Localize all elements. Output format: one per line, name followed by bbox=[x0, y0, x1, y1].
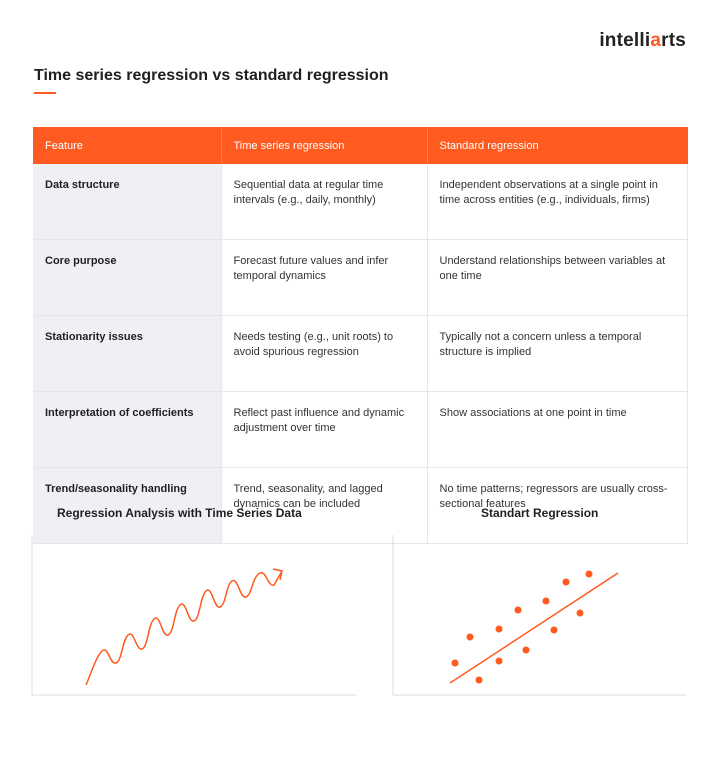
page-title: Time series regression vs standard regre… bbox=[34, 67, 389, 84]
table-row: Data structure Sequential data at regula… bbox=[33, 164, 688, 240]
row-time-series: Reflect past influence and dynamic adjus… bbox=[221, 391, 428, 468]
row-standard: Typically not a concern unless a tempora… bbox=[427, 315, 688, 392]
row-standard: Show associations at one point in time bbox=[427, 391, 688, 468]
table-header-row: Feature Time series regression Standard … bbox=[33, 127, 688, 164]
row-standard: No time patterns; regressors are usually… bbox=[427, 467, 688, 544]
scatter-point bbox=[475, 676, 483, 684]
standard-chart-title: Standart Regression bbox=[481, 506, 599, 520]
arrow-head-icon bbox=[272, 568, 283, 581]
scatter-point bbox=[466, 633, 474, 641]
comparison-table: Feature Time series regression Standard … bbox=[33, 127, 688, 544]
row-time-series: Forecast future values and infer tempora… bbox=[221, 239, 428, 316]
scatter-point bbox=[576, 609, 584, 617]
wavy-trend-line bbox=[85, 570, 283, 686]
row-feature: Stationarity issues bbox=[33, 315, 222, 392]
header-time-series: Time series regression bbox=[221, 127, 428, 164]
scatter-point bbox=[550, 626, 558, 634]
header-feature: Feature bbox=[33, 127, 222, 164]
scatter-point bbox=[514, 606, 522, 614]
table-row: Trend/seasonality handling Trend, season… bbox=[33, 467, 688, 544]
row-feature: Core purpose bbox=[33, 239, 222, 316]
table-row: Stationarity issues Needs testing (e.g.,… bbox=[33, 315, 688, 392]
scatter-point bbox=[542, 597, 550, 605]
header-standard: Standard regression bbox=[427, 127, 688, 164]
table-row: Interpretation of coefficients Reflect p… bbox=[33, 391, 688, 468]
row-feature: Interpretation of coefficients bbox=[33, 391, 222, 468]
row-feature: Data structure bbox=[33, 164, 222, 240]
regression-line bbox=[449, 572, 619, 684]
scatter-point bbox=[451, 659, 459, 667]
standard-regression-illustration bbox=[392, 535, 686, 696]
scatter-point bbox=[562, 578, 570, 586]
title-underline bbox=[34, 92, 56, 94]
row-time-series: Needs testing (e.g., unit roots) to avoi… bbox=[221, 315, 428, 392]
row-standard: Understand relationships between variabl… bbox=[427, 239, 688, 316]
row-time-series: Sequential data at regular time interval… bbox=[221, 164, 428, 240]
row-standard: Independent observations at a single poi… bbox=[427, 164, 688, 240]
scatter-point bbox=[495, 657, 503, 665]
row-time-series: Trend, seasonality, and lagged dynamics … bbox=[221, 467, 428, 544]
scatter-point bbox=[495, 625, 503, 633]
scatter-point bbox=[522, 646, 530, 654]
time-series-illustration bbox=[31, 535, 356, 696]
table-row: Core purpose Forecast future values and … bbox=[33, 239, 688, 316]
brand-logo: intelliarts bbox=[599, 30, 686, 51]
row-feature: Trend/seasonality handling bbox=[33, 467, 222, 544]
scatter-point bbox=[585, 570, 593, 578]
time-series-chart-title: Regression Analysis with Time Series Dat… bbox=[57, 506, 302, 520]
